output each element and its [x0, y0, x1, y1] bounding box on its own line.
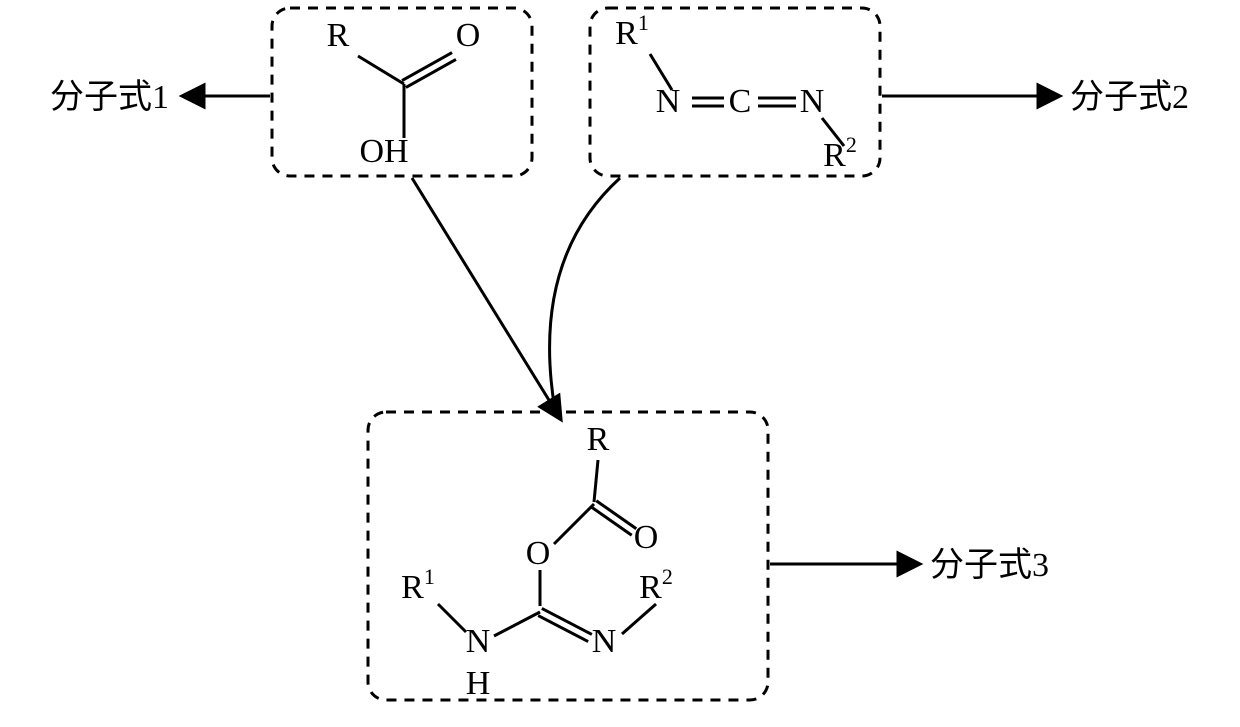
mol2-C: C [729, 83, 752, 120]
formula1-label: 分子式1 [50, 79, 169, 116]
bond [594, 460, 598, 502]
mol3-R1: R1 [401, 564, 435, 606]
bond [438, 604, 466, 632]
mol1-R: R [327, 17, 350, 54]
mol3-N1: N [466, 623, 491, 660]
bond [494, 612, 540, 636]
mol1-OH: OH [359, 133, 408, 170]
formula3-label: 分子式3 [930, 547, 1049, 584]
mol3-R: R [587, 421, 610, 458]
bond [554, 504, 594, 544]
mol2-N1: N [656, 83, 681, 120]
mol2-N2: N [800, 83, 825, 120]
bond [622, 604, 656, 634]
diagram-canvas: 分子式1分子式2分子式3ROOHR1NCNR2ROOR1R2NNH [0, 0, 1240, 727]
reaction-arrow [412, 178, 560, 418]
mol3-N2: N [592, 623, 617, 660]
mol3-Odb: O [634, 519, 659, 556]
mol3-O: O [526, 535, 551, 572]
mol2-R2: R2 [823, 132, 857, 174]
mol2-R1: R1 [615, 10, 649, 52]
mol3-H: H [466, 665, 491, 702]
box3 [368, 412, 768, 700]
bond [358, 56, 404, 84]
reaction-curve [550, 178, 620, 410]
mol3-R2: R2 [639, 564, 673, 606]
formula2-label: 分子式2 [1070, 79, 1189, 116]
mol1-O: O [456, 17, 481, 54]
